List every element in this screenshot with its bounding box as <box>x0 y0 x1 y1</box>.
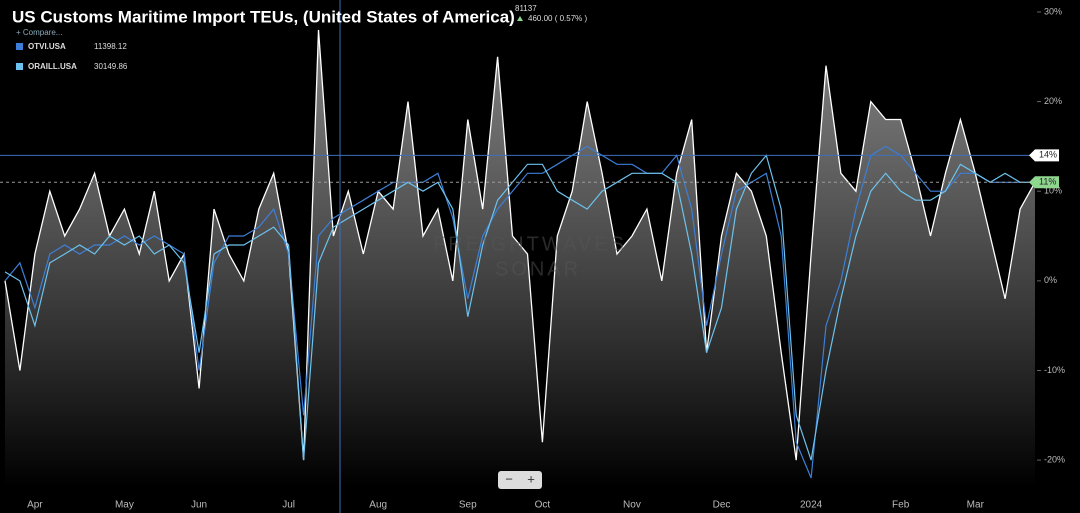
up-arrow <box>517 16 523 21</box>
legend-label: OTVI.USA <box>28 42 66 51</box>
x-tick-label: 2024 <box>800 500 823 511</box>
y-tick-label: 30% <box>1044 6 1062 16</box>
watermark: FREIGHTWAVES <box>433 233 627 255</box>
y-tick-label: 20% <box>1044 96 1062 106</box>
zoom-controls <box>498 471 542 489</box>
y-tick-label: 0% <box>1044 275 1057 285</box>
y-tick-label: 10% <box>1044 186 1062 196</box>
price: 81137 <box>515 4 537 13</box>
x-tick-label: Apr <box>27 500 43 511</box>
series-line <box>4 145 1035 479</box>
x-tick-label: Aug <box>369 500 387 511</box>
legend-value: 30149.86 <box>94 62 128 71</box>
x-tick-label: Nov <box>623 500 641 511</box>
change: 460.00 ( 0.57% ) <box>528 14 587 23</box>
legend-label: ORAILL.USA <box>28 62 77 71</box>
legend-value: 11398.12 <box>94 42 127 51</box>
x-tick-label: Oct <box>535 500 551 511</box>
zoom-in[interactable]: + <box>527 471 535 486</box>
chart-title: US Customs Maritime Import TEUs, (United… <box>12 7 515 26</box>
x-tick-label: Jun <box>191 500 207 511</box>
watermark: SONAR <box>495 258 581 280</box>
compare[interactable]: + Compare... <box>16 28 62 37</box>
x-tick-label: Jul <box>282 500 295 511</box>
badge <box>1029 176 1059 189</box>
series-line <box>4 29 1036 461</box>
legend-swatch <box>16 63 23 70</box>
zoom-out[interactable]: − <box>505 471 513 486</box>
area <box>5 29 1035 488</box>
x-tick-label: May <box>115 500 134 511</box>
y-tick-label: -10% <box>1044 365 1065 375</box>
y-tick-label: -20% <box>1044 454 1065 464</box>
badge <box>1029 149 1059 162</box>
x-tick-label: Dec <box>713 500 731 511</box>
legend-swatch <box>16 43 23 50</box>
badge-label: 14% <box>1039 150 1057 160</box>
x-tick-label: Sep <box>459 500 477 511</box>
x-tick-label: Mar <box>967 500 985 511</box>
x-tick-label: Feb <box>892 500 910 511</box>
series-line <box>4 154 1035 461</box>
badge-label: 11% <box>1039 177 1056 187</box>
